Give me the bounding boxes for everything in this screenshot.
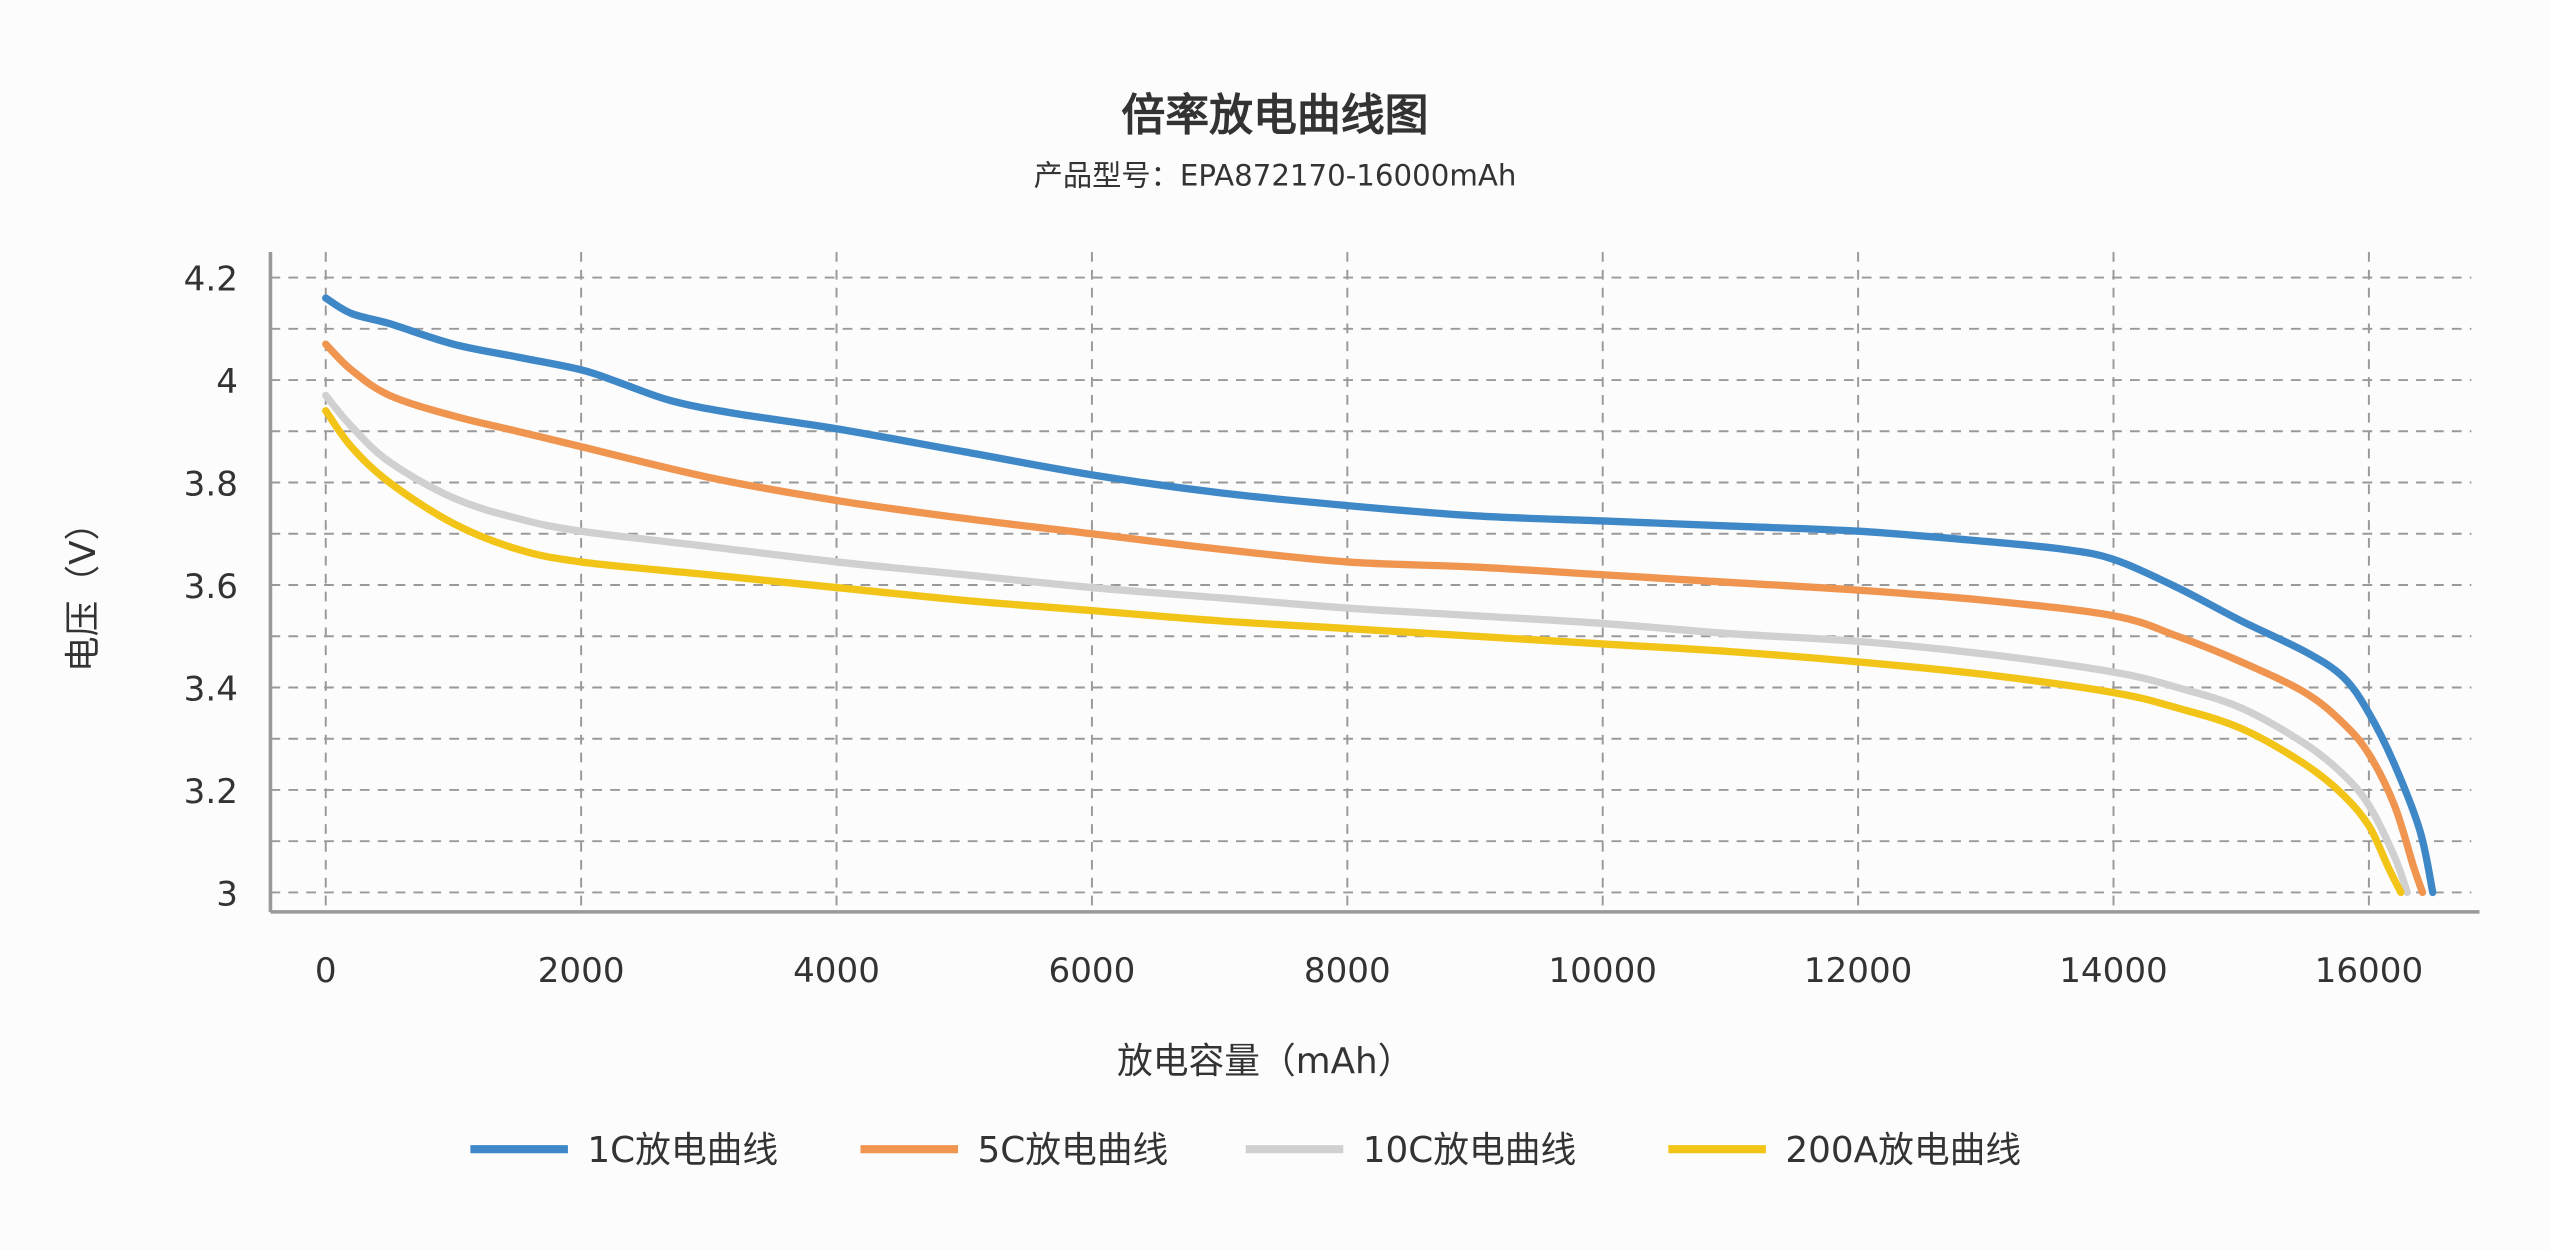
legend: 1C放电曲线 5C放电曲线 10C放电曲线 200A放电曲线	[470, 1130, 2021, 1171]
x-tick-label: 4000	[793, 951, 880, 991]
x-tick-label: 12000	[1804, 951, 1913, 991]
series-line-3	[322, 407, 2405, 897]
chart-title: 倍率放电曲线图	[1121, 90, 1428, 141]
legend-label: 10C放电曲线	[1363, 1130, 1576, 1171]
y-tick-label: 3.6	[184, 567, 238, 607]
x-tick-label: 0	[315, 951, 337, 991]
x-tick-label: 8000	[1304, 951, 1391, 991]
x-tick-label: 2000	[538, 951, 625, 991]
series-line-1	[322, 340, 2427, 897]
y-tick-label: 3.8	[184, 465, 238, 505]
x-axis-label: 放电容量（mAh）	[1117, 1041, 1413, 1082]
y-tick-label: 3.2	[184, 772, 238, 812]
series-line-0	[322, 294, 2437, 897]
x-tick-label: 14000	[2059, 951, 2168, 991]
y-axis-label: 电压（V）	[63, 505, 104, 672]
series-lines	[322, 294, 2437, 897]
tick-labels: 3 3.2 3.4 3.6 3.8 4 4.2 0 2000 4000 6000 8000 10000 1…	[184, 260, 2424, 991]
chart-subtitle: 产品型号：EPA872170-16000mAh	[1034, 158, 1517, 192]
legend-label: 1C放电曲线	[587, 1130, 778, 1171]
x-tick-label: 16000	[2315, 951, 2424, 991]
y-tick-label: 3	[216, 874, 238, 914]
y-tick-label: 3.4	[184, 669, 238, 709]
y-tick-label: 4	[216, 362, 238, 402]
y-tick-label: 4.2	[184, 260, 238, 300]
x-tick-label: 10000	[1548, 951, 1657, 991]
grid	[270, 251, 2472, 912]
series-line-2	[322, 391, 2411, 897]
legend-label: 5C放电曲线	[978, 1130, 1169, 1171]
legend-label: 200A放电曲线	[1785, 1130, 2021, 1171]
x-tick-label: 6000	[1048, 951, 1135, 991]
